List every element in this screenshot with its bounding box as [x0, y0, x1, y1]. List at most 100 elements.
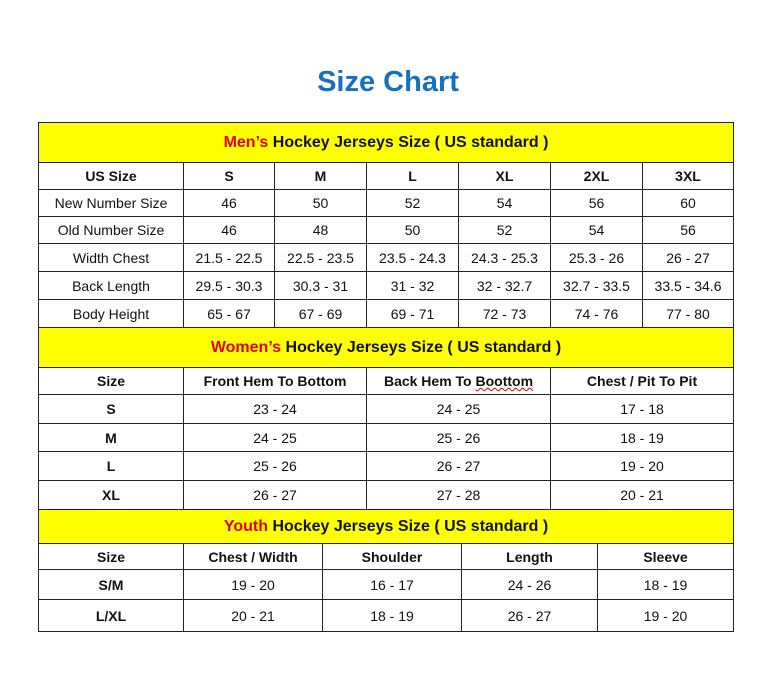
row-label: M [38, 423, 184, 452]
column-header: Sleeve [596, 543, 735, 570]
men-banner-text: Hockey Jerseys Size ( US standard ) [268, 133, 549, 151]
table-cell: 77 - 80 [641, 299, 735, 328]
table-cell: 18 - 19 [596, 569, 735, 600]
table-cell: 48 [274, 216, 367, 244]
table-cell: 23 - 24 [183, 394, 367, 424]
column-header: Shoulder [322, 543, 462, 570]
women-banner-highlight: Women’s [210, 338, 282, 356]
table-cell: 32 - 32.7 [458, 271, 551, 300]
table-cell: 18 - 19 [549, 423, 735, 452]
column-header: Chest / Pit To Pit [549, 367, 735, 395]
column-header: Size [38, 367, 184, 395]
table-cell: 67 - 69 [274, 299, 367, 328]
table-cell: 26 - 27 [461, 599, 598, 632]
column-header: Front Hem To Bottom [183, 367, 367, 395]
table-cell: 29.5 - 30.3 [183, 271, 275, 300]
column-header: US Size [38, 162, 184, 190]
table-cell: 26 - 27 [183, 480, 367, 510]
table-cell: 26 - 27 [366, 451, 551, 481]
table-cell: 69 - 71 [366, 299, 459, 328]
table-row: Back Length 29.5 - 30.3 30.3 - 31 31 - 32 32… [38, 271, 735, 300]
youth-header-row: Size Chest / Width Shoulder Length Sleeve [38, 543, 735, 570]
table-cell: 33.5 - 34.6 [641, 271, 735, 300]
table-row: L/XL 20 - 21 18 - 19 26 - 27 19 - 20 [38, 599, 735, 632]
table-row: Old Number Size 46 48 50 52 54 56 [38, 216, 735, 244]
table-cell: 22.5 - 23.5 [274, 243, 367, 272]
column-header: Length [461, 543, 598, 570]
men-header-row: US Size S M L XL 2XL 3XL [38, 162, 735, 190]
row-label: Old Number Size [38, 216, 184, 244]
table-row: Width Chest 21.5 - 22.5 22.5 - 23.5 23.5 - … [38, 243, 735, 272]
table-cell: 26 - 27 [641, 243, 735, 272]
table-cell: 30.3 - 31 [274, 271, 367, 300]
table-row: M 24 - 25 25 - 26 18 - 19 [38, 423, 735, 452]
table-row: XL 26 - 27 27 - 28 20 - 21 [38, 480, 735, 510]
table-cell: 52 [458, 216, 551, 244]
men-banner: Men’s Hockey Jerseys Size ( US standard … [37, 122, 735, 163]
row-label: Back Length [38, 271, 184, 300]
table-cell: 21.5 - 22.5 [183, 243, 275, 272]
column-header: Back Hem To Boottom [366, 367, 551, 395]
page-title: Size Chart [317, 66, 459, 98]
table-cell: 54 [550, 216, 643, 244]
table-cell: 25 - 26 [366, 423, 551, 452]
column-header: M [274, 162, 367, 190]
table-cell: 24 - 25 [183, 423, 367, 452]
row-label: L [38, 451, 184, 481]
table-cell: 25 - 26 [183, 451, 367, 481]
table-cell: 46 [183, 216, 275, 244]
youth-banner-highlight: Youth [223, 517, 269, 535]
table-cell: 32.7 - 33.5 [550, 271, 643, 300]
table-cell: 74 - 76 [550, 299, 643, 328]
row-label: New Number Size [38, 189, 184, 217]
table-cell: 17 - 18 [549, 394, 735, 424]
column-header: 3XL [641, 162, 735, 190]
row-label: Body Height [38, 299, 184, 328]
row-label: S [38, 394, 184, 424]
table-cell: 50 [274, 189, 367, 217]
row-label: S/M [38, 569, 184, 600]
women-banner-row: Women’s Hockey Jerseys Size ( US standar… [37, 327, 735, 368]
table-cell: 19 - 20 [183, 569, 323, 600]
table-cell: 50 [366, 216, 459, 244]
row-label: Width Chest [38, 243, 184, 272]
women-banner: Women’s Hockey Jerseys Size ( US standar… [37, 327, 735, 368]
youth-banner: Youth Hockey Jerseys Size ( US standard … [37, 509, 735, 544]
table-cell: 20 - 21 [183, 599, 323, 632]
table-cell: 19 - 20 [549, 451, 735, 481]
table-cell: 23.5 - 24.3 [366, 243, 459, 272]
row-label: XL [38, 480, 184, 510]
table-cell: 24.3 - 25.3 [458, 243, 551, 272]
youth-size-table: Youth Hockey Jerseys Size ( US standard … [37, 509, 735, 632]
table-cell: 27 - 28 [366, 480, 551, 510]
table-cell: 24 - 26 [461, 569, 598, 600]
table-cell: 24 - 25 [366, 394, 551, 424]
table-cell: 56 [550, 189, 643, 217]
table-cell: 25.3 - 26 [550, 243, 643, 272]
table-row: S/M 19 - 20 16 - 17 24 - 26 18 - 19 [38, 569, 735, 600]
table-row: New Number Size 46 50 52 54 56 60 [38, 189, 735, 217]
table-row: L 25 - 26 26 - 27 19 - 20 [38, 451, 735, 481]
table-cell: 20 - 21 [549, 480, 735, 510]
women-header-row: Size Front Hem To Bottom Back Hem To Boott… [38, 367, 735, 395]
table-row: S 23 - 24 24 - 25 17 - 18 [38, 394, 735, 424]
youth-banner-row: Youth Hockey Jerseys Size ( US standard … [37, 509, 735, 544]
table-cell: 54 [458, 189, 551, 217]
women-banner-text: Hockey Jerseys Size ( US standard ) [281, 338, 562, 356]
column-header: L [366, 162, 459, 190]
table-cell: 56 [641, 216, 735, 244]
men-banner-row: Men’s Hockey Jerseys Size ( US standard … [37, 122, 735, 163]
table-cell: 46 [183, 189, 275, 217]
column-header: Size [38, 543, 184, 570]
table-cell: 60 [641, 189, 735, 217]
table-cell: 16 - 17 [322, 569, 462, 600]
column-header: Chest / Width [183, 543, 323, 570]
youth-banner-text: Hockey Jerseys Size ( US standard ) [268, 517, 549, 535]
row-label: L/XL [38, 599, 184, 632]
women-size-table: Women’s Hockey Jerseys Size ( US standar… [37, 327, 735, 510]
table-cell: 18 - 19 [322, 599, 462, 632]
column-header: XL [458, 162, 551, 190]
table-cell: 65 - 67 [183, 299, 275, 328]
men-banner-highlight: Men’s [223, 133, 269, 151]
column-header: 2XL [550, 162, 643, 190]
